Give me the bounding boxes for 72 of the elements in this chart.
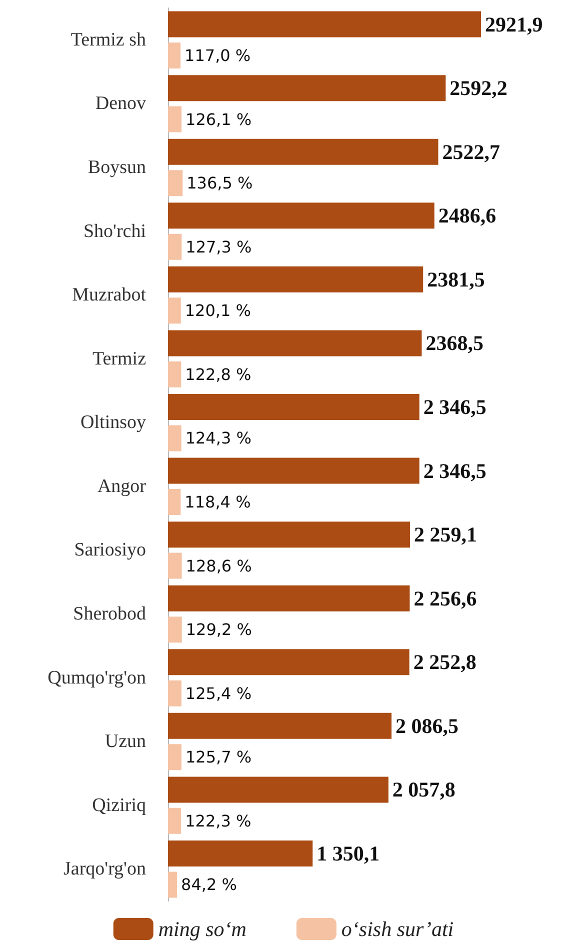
data-label: 122,3 % bbox=[185, 811, 252, 830]
bar bbox=[168, 649, 410, 676]
bar bbox=[168, 202, 434, 229]
y-tick-label: Qiziriq bbox=[92, 794, 146, 816]
bar bbox=[168, 298, 181, 324]
data-label: 125,4 % bbox=[185, 684, 252, 703]
data-label: 2381,5 bbox=[427, 267, 485, 292]
data-label: 2 259,1 bbox=[414, 522, 477, 547]
y-tick-label: Oltinsoy bbox=[80, 412, 146, 434]
bar bbox=[168, 75, 446, 102]
bar bbox=[168, 170, 183, 196]
bar bbox=[168, 394, 420, 420]
data-label: 118,4 % bbox=[184, 492, 251, 512]
data-label: 2921,9 bbox=[485, 12, 543, 36]
data-label: 1 350,1 bbox=[316, 842, 380, 866]
data-label: 126,1 % bbox=[186, 110, 252, 129]
data-label: 124,3 % bbox=[185, 428, 252, 448]
bar bbox=[168, 680, 182, 706]
y-tick-label: Sariosiyo bbox=[74, 540, 146, 561]
bar bbox=[168, 616, 182, 643]
y-tick-label: Sherobod bbox=[73, 603, 146, 624]
data-label: 2 256,6 bbox=[414, 586, 477, 610]
y-tick-label: Jarqo'rg'on bbox=[64, 858, 146, 880]
data-label: 2 346,5 bbox=[423, 395, 486, 420]
y-tick-label: Termiz bbox=[92, 348, 146, 370]
bar bbox=[168, 11, 481, 38]
y-tick-label: Angor bbox=[97, 476, 147, 497]
bar bbox=[168, 42, 181, 68]
bar bbox=[168, 712, 392, 739]
bar bbox=[168, 808, 182, 834]
data-label: 84,2 % bbox=[181, 875, 237, 894]
data-label: 2368,5 bbox=[426, 331, 484, 356]
data-label: 2 086,5 bbox=[396, 714, 459, 738]
data-label: 117,0 % bbox=[184, 46, 251, 65]
data-label: 127,3 % bbox=[186, 237, 252, 256]
data-label: 2 057,8 bbox=[392, 778, 456, 802]
y-tick-label: Sho'rchi bbox=[83, 220, 146, 242]
data-label: 120,1 % bbox=[184, 301, 251, 320]
bar bbox=[168, 488, 181, 515]
legend-label: ming so‘m bbox=[158, 917, 246, 941]
bar bbox=[168, 234, 182, 260]
data-label: 122,8 % bbox=[185, 364, 252, 384]
y-tick-label: Qumqo'rg'on bbox=[48, 667, 146, 688]
data-label: 2592,2 bbox=[450, 76, 508, 100]
data-label: 129,2 % bbox=[186, 620, 252, 640]
y-tick-label: Termiz sh bbox=[70, 29, 146, 50]
bar bbox=[168, 106, 182, 132]
data-label: 136,5 % bbox=[186, 174, 253, 193]
bar bbox=[168, 776, 388, 803]
bar bbox=[168, 552, 182, 579]
data-label: 2 252,8 bbox=[413, 650, 476, 674]
bar bbox=[168, 266, 424, 292]
legend-label: o‘sish sur’ati bbox=[341, 917, 454, 941]
bar bbox=[168, 361, 182, 388]
data-label: 128,6 % bbox=[186, 556, 252, 576]
y-tick-label: Boysun bbox=[88, 156, 146, 178]
y-tick-label: Muzrabot bbox=[72, 284, 147, 306]
bar bbox=[168, 330, 422, 356]
bar bbox=[168, 840, 313, 867]
y-tick-label: Denov bbox=[95, 93, 146, 114]
data-label: 125,7 % bbox=[185, 748, 252, 767]
bar bbox=[168, 744, 182, 770]
bar bbox=[168, 425, 182, 452]
y-tick-label: Uzun bbox=[104, 731, 146, 752]
bar bbox=[168, 458, 420, 484]
bar bbox=[168, 872, 178, 898]
data-label: 2 346,5 bbox=[423, 458, 486, 483]
bar bbox=[168, 585, 410, 612]
bar bbox=[168, 138, 438, 165]
data-label: 2522,7 bbox=[442, 140, 500, 164]
bar bbox=[168, 522, 410, 548]
data-label: 2486,6 bbox=[438, 204, 496, 228]
